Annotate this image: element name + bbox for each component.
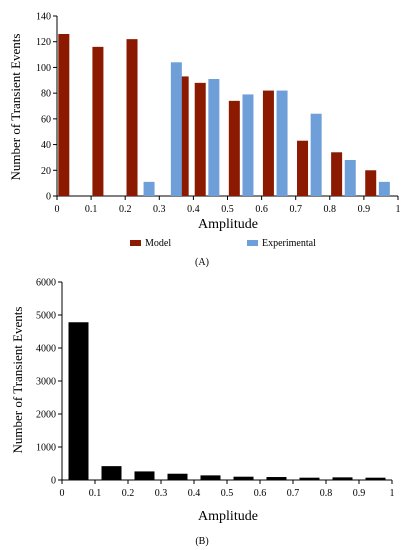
chart-b-bar-series-0 bbox=[134, 471, 155, 480]
chart-a-x-tick-label: 0.6 bbox=[255, 204, 268, 215]
chart-a-panel-label: (A) bbox=[195, 257, 209, 268]
chart-a-y-tick-label: 0 bbox=[46, 192, 51, 203]
chart-a-y-tick-label: 60 bbox=[41, 114, 51, 125]
chart-a-x-tick-label: 0.4 bbox=[187, 204, 200, 215]
chart-a-x-tick-label: 0.5 bbox=[221, 204, 234, 215]
chart-a-x-tick-label: 0 bbox=[55, 204, 60, 215]
chart-b-plot: 0 1000 2000 3000 4000 5000 6000 0 0.1 0.2 0.3 0.4 0.… bbox=[36, 278, 395, 500]
chart-b-y-tick-label: 0 bbox=[51, 476, 56, 487]
chart-b-bar-series-0 bbox=[365, 477, 386, 480]
chart-b-bar-series-0 bbox=[299, 477, 320, 480]
legend-model-label: Model bbox=[145, 238, 171, 249]
legend-experimental-label: Experimental bbox=[262, 238, 316, 249]
chart-a-bar-model bbox=[297, 140, 309, 196]
chart-b-bar-series-0 bbox=[200, 475, 221, 480]
chart-a-bar-experimental bbox=[344, 160, 356, 196]
chart-b-bar-series-0 bbox=[68, 322, 89, 480]
chart-a-bar-model bbox=[331, 152, 343, 196]
chart-b-x-tick-label: 0.1 bbox=[89, 488, 102, 499]
chart-b-x-tick-label: 0.2 bbox=[122, 488, 135, 499]
chart-a-y-tick-label: 40 bbox=[41, 140, 51, 151]
chart-b-x-tick-label: 0.9 bbox=[353, 488, 366, 499]
chart-b-bar-series-0 bbox=[167, 473, 188, 480]
chart-a-bar-model bbox=[365, 170, 377, 196]
chart-b-ylabel: Number of Transient Events bbox=[10, 307, 25, 454]
chart-a-x-tick-label: 0.2 bbox=[119, 204, 132, 215]
chart-b-x-tick-label: 0.6 bbox=[254, 488, 267, 499]
chart-b-y-tick-label: 5000 bbox=[36, 311, 56, 322]
chart-b-y-tick-label: 2000 bbox=[36, 410, 56, 421]
legend-experimental-swatch bbox=[247, 240, 258, 246]
chart-a-ylabel: Number of Transient Events bbox=[8, 34, 23, 181]
chart-a-bar-model bbox=[92, 46, 104, 196]
chart-a-y-tick-label: 100 bbox=[36, 63, 51, 74]
chart-a-bar-experimental bbox=[242, 94, 254, 196]
legend-model-swatch bbox=[130, 240, 141, 246]
chart-a-y-tick-label: 120 bbox=[36, 37, 51, 48]
chart-a-xlabel: Amplitude bbox=[198, 217, 258, 232]
chart-b: 0 1000 2000 3000 4000 5000 6000 0 0.1 0.2 0.3 0.4 0.… bbox=[10, 278, 395, 548]
chart-b-bar-series-0 bbox=[266, 477, 287, 480]
chart-b-bar-series-0 bbox=[233, 476, 254, 480]
chart-a-bar-model bbox=[194, 82, 206, 196]
chart-a-x-tick-label: 0.3 bbox=[153, 204, 166, 215]
chart-a-bar-experimental bbox=[170, 62, 182, 197]
chart-a-x-tick-label: 0.9 bbox=[358, 204, 371, 215]
chart-b-y-tick-label: 6000 bbox=[36, 278, 56, 289]
chart-b-x-tick-label: 0.4 bbox=[188, 488, 201, 499]
chart-b-bar-series-0 bbox=[101, 466, 122, 480]
chart-a-x-tick-label: 0.8 bbox=[324, 204, 337, 215]
chart-a-bar-experimental bbox=[378, 181, 390, 196]
chart-b-x-tick-label: 0.7 bbox=[287, 488, 300, 499]
chart-b-x-tick-label: 0 bbox=[60, 488, 65, 499]
chart-b-x-tick-label: 0.5 bbox=[221, 488, 234, 499]
chart-b-panel-label: (B) bbox=[195, 536, 208, 547]
chart-a-y-tick-label: 80 bbox=[41, 89, 51, 100]
chart-a-bar-model bbox=[262, 90, 274, 196]
chart-a-legend: Model Experimental bbox=[130, 238, 316, 249]
chart-a-bar-model bbox=[58, 34, 70, 196]
chart-a-bar-experimental bbox=[143, 181, 155, 196]
chart-b-y-tick-label: 3000 bbox=[36, 377, 56, 388]
chart-b-xlabel: Amplitude bbox=[198, 509, 258, 524]
chart-b-bar-series-0 bbox=[332, 477, 353, 480]
chart-b-y-tick-label: 4000 bbox=[36, 344, 56, 355]
chart-a-bar-experimental bbox=[208, 79, 220, 196]
chart-a-bar-experimental bbox=[276, 90, 288, 196]
chart-a-y-tick-label: 140 bbox=[36, 12, 51, 23]
chart-a-x-tick-label: 0.7 bbox=[289, 204, 302, 215]
chart-b-x-tick-label: 1 bbox=[390, 488, 395, 499]
chart-b-x-tick-label: 0.8 bbox=[320, 488, 333, 499]
chart-a-plot: 0 20 40 60 80 100 120 140 0 0.1 0.2 0.3 0.4 0.5 0.6 0.7… bbox=[36, 12, 401, 216]
chart-b-y-tick-label: 1000 bbox=[36, 443, 56, 454]
chart-a-x-tick-label: 1 bbox=[396, 204, 401, 215]
chart-a-bar-model bbox=[177, 76, 189, 196]
chart-a-bar-model bbox=[126, 39, 138, 197]
chart-b-x-tick-label: 0.3 bbox=[155, 488, 168, 499]
chart-a: 0 20 40 60 80 100 120 140 0 0.1 0.2 0.3 0.4 0.5 0.6 0.7… bbox=[8, 12, 401, 269]
chart-a-bar-experimental bbox=[310, 113, 322, 196]
chart-a-x-tick-label: 0.1 bbox=[85, 204, 98, 215]
chart-a-y-tick-label: 20 bbox=[41, 166, 51, 177]
chart-a-bar-model bbox=[228, 100, 240, 196]
